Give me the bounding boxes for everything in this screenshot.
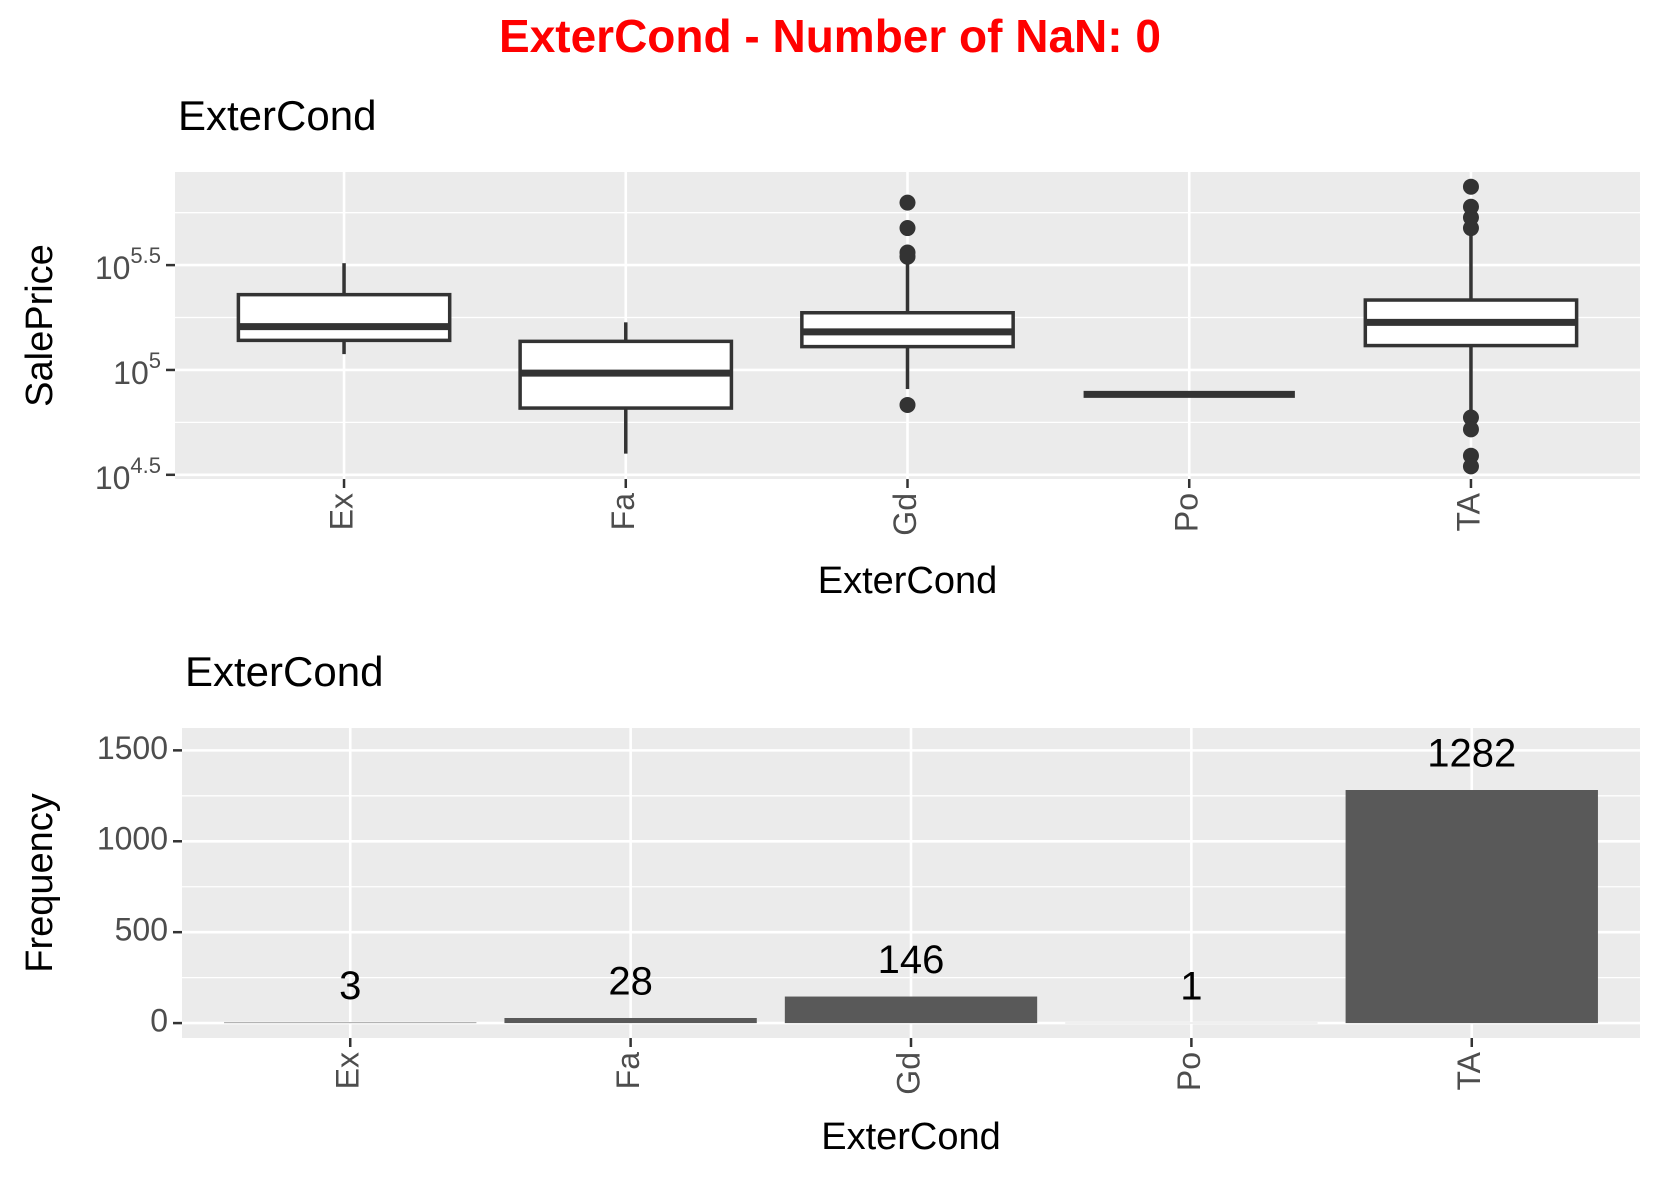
x-tick-label: Gd xyxy=(887,493,923,536)
subplot-title: ExterCond xyxy=(185,648,383,695)
y-tick-label: 1000 xyxy=(97,821,168,857)
outlier xyxy=(1462,421,1479,438)
y-axis-title: Frequency xyxy=(19,793,61,973)
bar xyxy=(784,996,1038,1024)
y-tick-exponent: 5 xyxy=(149,348,161,373)
bar xyxy=(224,1022,477,1024)
outlier xyxy=(1462,409,1479,426)
value-label: 146 xyxy=(878,938,945,982)
x-tick-label: Po xyxy=(1171,1052,1207,1091)
y-axis-title: SalePrice xyxy=(19,244,61,407)
value-label: 3 xyxy=(339,964,361,1008)
x-tick-label: Fa xyxy=(605,493,641,531)
y-tick-label: 0 xyxy=(150,1003,168,1039)
x-tick-label: Po xyxy=(1169,493,1205,532)
figure-title: ExterCond - Number of NaN: 0 xyxy=(499,10,1161,62)
y-tick-exponent: 5.5 xyxy=(130,243,161,268)
y-tick-label: 500 xyxy=(115,912,168,948)
outlier xyxy=(899,194,916,211)
x-tick-label: TA xyxy=(1451,1051,1487,1090)
outlier xyxy=(899,220,916,237)
outlier xyxy=(899,244,916,261)
y-tick-label: 105 xyxy=(113,348,161,392)
x-tick-label: TA xyxy=(1450,492,1486,531)
y-tick-base: 10 xyxy=(95,251,131,287)
x-tick-label: Ex xyxy=(323,493,359,530)
outlier xyxy=(1462,178,1479,195)
y-tick-label: 104.5 xyxy=(95,453,161,497)
x-axis-title: ExterCond xyxy=(818,560,998,602)
value-label: 1 xyxy=(1180,964,1202,1008)
x-tick-label: Fa xyxy=(610,1052,646,1090)
y-tick-base: 10 xyxy=(113,355,149,391)
y-tick-exponent: 4.5 xyxy=(130,453,161,478)
x-tick-label: Gd xyxy=(890,1052,926,1095)
y-tick-label: 1500 xyxy=(97,730,168,766)
bar xyxy=(504,1018,757,1024)
y-tick-base: 10 xyxy=(95,460,131,496)
value-label: 28 xyxy=(608,960,653,1004)
subplot-title: ExterCond xyxy=(178,92,376,139)
bar xyxy=(1345,790,1598,1024)
x-tick-label: Ex xyxy=(330,1052,366,1089)
value-label: 1282 xyxy=(1427,732,1516,776)
outlier xyxy=(1462,458,1479,475)
x-axis-title: ExterCond xyxy=(821,1116,1001,1158)
outlier xyxy=(899,396,916,413)
box xyxy=(236,292,452,343)
outlier xyxy=(1462,198,1479,215)
y-tick-label: 105.5 xyxy=(95,243,161,287)
